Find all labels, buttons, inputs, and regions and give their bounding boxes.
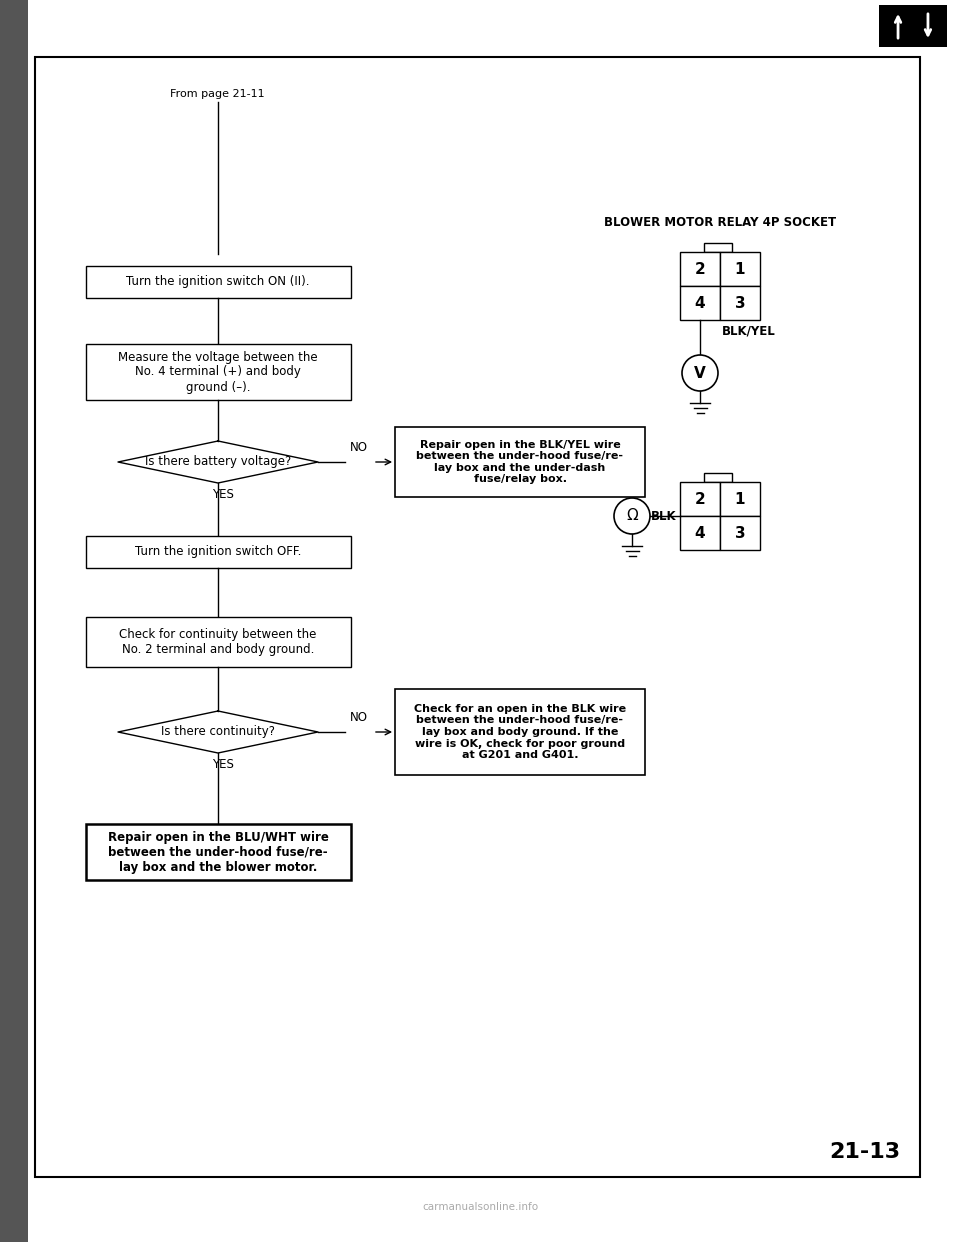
Text: Measure the voltage between the
No. 4 terminal (+) and body
ground (–).: Measure the voltage between the No. 4 te…	[118, 350, 318, 394]
Text: Check for continuity between the
No. 2 terminal and body ground.: Check for continuity between the No. 2 t…	[119, 628, 317, 656]
Text: NO: NO	[350, 441, 368, 455]
Text: Repair open in the BLK/YEL wire
between the under-hood fuse/re-
lay box and the : Repair open in the BLK/YEL wire between …	[417, 440, 623, 484]
FancyBboxPatch shape	[720, 286, 760, 320]
FancyBboxPatch shape	[85, 266, 350, 298]
Text: YES: YES	[212, 759, 234, 771]
FancyBboxPatch shape	[85, 617, 350, 667]
Text: 2: 2	[695, 492, 706, 507]
Text: From page 21-11: From page 21-11	[170, 89, 265, 99]
FancyBboxPatch shape	[395, 427, 645, 497]
Text: Is there battery voltage?: Is there battery voltage?	[145, 456, 291, 468]
Circle shape	[614, 498, 650, 534]
FancyBboxPatch shape	[85, 823, 350, 881]
Text: Is there continuity?: Is there continuity?	[161, 725, 275, 739]
FancyBboxPatch shape	[680, 286, 720, 320]
Text: 3: 3	[734, 296, 745, 310]
Text: 2: 2	[695, 262, 706, 277]
FancyBboxPatch shape	[680, 482, 720, 515]
Text: Turn the ignition switch ON (II).: Turn the ignition switch ON (II).	[127, 276, 310, 288]
FancyBboxPatch shape	[680, 252, 720, 286]
Text: 3: 3	[734, 525, 745, 540]
FancyBboxPatch shape	[704, 473, 732, 482]
FancyBboxPatch shape	[395, 689, 645, 775]
Text: V: V	[694, 365, 706, 380]
Text: Check for an open in the BLK wire
between the under-hood fuse/re-
lay box and bo: Check for an open in the BLK wire betwee…	[414, 704, 626, 760]
Text: Repair open in the BLU/WHT wire
between the under-hood fuse/re-
lay box and the : Repair open in the BLU/WHT wire between …	[108, 831, 328, 873]
FancyBboxPatch shape	[0, 0, 28, 1242]
FancyBboxPatch shape	[704, 243, 732, 252]
FancyBboxPatch shape	[85, 344, 350, 400]
Text: BLOWER MOTOR RELAY 4P SOCKET: BLOWER MOTOR RELAY 4P SOCKET	[604, 216, 836, 229]
Text: Turn the ignition switch OFF.: Turn the ignition switch OFF.	[134, 545, 301, 559]
FancyBboxPatch shape	[35, 57, 920, 1177]
Text: 21-13: 21-13	[828, 1141, 900, 1163]
FancyBboxPatch shape	[720, 482, 760, 515]
FancyBboxPatch shape	[85, 537, 350, 568]
Text: 1: 1	[734, 492, 745, 507]
Text: 4: 4	[695, 525, 706, 540]
FancyBboxPatch shape	[879, 5, 947, 47]
Text: Ω: Ω	[626, 508, 637, 523]
Text: 4: 4	[695, 296, 706, 310]
Text: 1: 1	[734, 262, 745, 277]
Text: BLK: BLK	[650, 509, 676, 523]
Text: carmanualsonline.info: carmanualsonline.info	[422, 1202, 538, 1212]
FancyBboxPatch shape	[680, 515, 720, 550]
Circle shape	[682, 355, 718, 391]
Text: YES: YES	[212, 488, 234, 502]
Text: NO: NO	[350, 710, 368, 724]
FancyBboxPatch shape	[720, 515, 760, 550]
FancyBboxPatch shape	[720, 252, 760, 286]
Text: BLK/YEL: BLK/YEL	[722, 324, 776, 337]
